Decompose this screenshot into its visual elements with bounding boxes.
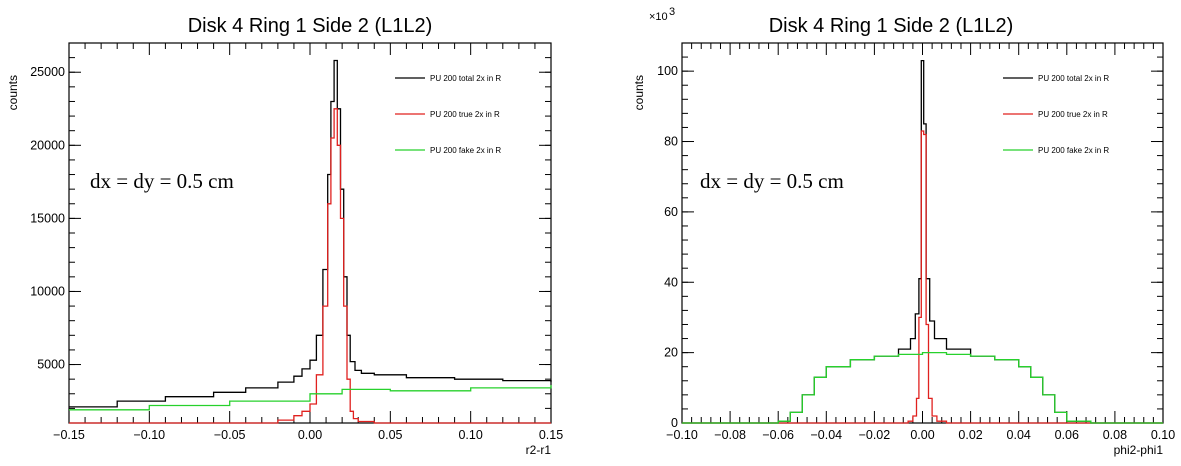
series-line-1	[682, 130, 1163, 424]
y-tick-label: 0	[671, 416, 678, 430]
x-tick-label: 0.02	[958, 428, 982, 442]
x-tick-label: −0.10	[666, 428, 698, 442]
x-tick-label: −0.05	[214, 428, 246, 442]
y-tick-label: 40	[664, 275, 678, 289]
x-tick-label: 0.05	[378, 428, 402, 442]
chart-title: Disk 4 Ring 1 Side 2 (L1L2)	[769, 15, 1014, 37]
x-tick-label: −0.15	[53, 428, 85, 442]
y-axis-label: counts	[6, 75, 20, 110]
plot-frame	[681, 42, 1164, 424]
x-tick-label: 0.08	[1103, 428, 1127, 442]
legend-label-1: PU 200 true 2x in R	[430, 110, 500, 119]
y-tick-label: 25000	[30, 65, 65, 79]
x-tick-label: 0.06	[1055, 428, 1079, 442]
y-tick-label: 10000	[30, 284, 65, 298]
x-axis-label: phi2-phi1	[1114, 443, 1164, 457]
y-multiplier-exponent: 3	[669, 6, 675, 18]
x-tick-label: −0.02	[859, 428, 891, 442]
x-tick-label: 0.15	[539, 428, 563, 442]
y-tick-label: 5000	[37, 358, 65, 372]
left-histogram-panel: −0.15 −0.10 −0.05 0.00 0.05 0.10 0.15 5000 10000…	[6, 15, 563, 457]
annotation-text: dx = dy = 0.5 cm	[90, 169, 234, 193]
x-tick-label: 0.00	[910, 428, 934, 442]
series-line-0	[69, 59, 552, 408]
y-axis-label: counts	[632, 75, 646, 110]
x-tick-label: −0.06	[762, 428, 794, 442]
x-tick-label: 0.00	[298, 428, 322, 442]
legend-label-1: PU 200 true 2x in R	[1038, 110, 1108, 119]
x-tick-label: −0.04	[810, 428, 842, 442]
y-tick-label: 15000	[30, 211, 65, 225]
series-line-2	[682, 351, 1163, 424]
x-tick-label: −0.08	[714, 428, 746, 442]
x-axis-label: r2-r1	[526, 443, 552, 457]
x-tick-label: 0.04	[1007, 428, 1031, 442]
legend-label-0: PU 200 total 2x in R	[430, 74, 501, 83]
y-tick-label: 20	[664, 346, 678, 360]
legend-label-2: PU 200 fake 2x in R	[430, 146, 501, 155]
series-line-2	[69, 385, 552, 411]
right-histogram-panel: −0.10 −0.08 −0.06 −0.04 −0.02 0.00 0.02 0.04 0.0…	[632, 6, 1175, 457]
y-tick-label: 100	[657, 64, 678, 78]
y-tick-label: 80	[664, 135, 678, 149]
series-line-1	[69, 108, 551, 424]
y-multiplier: ×10	[649, 11, 668, 23]
y-tick-label: 20000	[30, 138, 65, 152]
y-tick-label: 60	[664, 205, 678, 219]
chart-title: Disk 4 Ring 1 Side 2 (L1L2)	[188, 15, 433, 37]
x-tick-label: −0.10	[134, 428, 166, 442]
x-tick-label: 0.10	[458, 428, 482, 442]
annotation-text: dx = dy = 0.5 cm	[700, 169, 844, 193]
x-tick-label: 0.10	[1151, 428, 1175, 442]
legend-label-0: PU 200 total 2x in R	[1038, 74, 1109, 83]
legend-label-2: PU 200 fake 2x in R	[1038, 146, 1109, 155]
